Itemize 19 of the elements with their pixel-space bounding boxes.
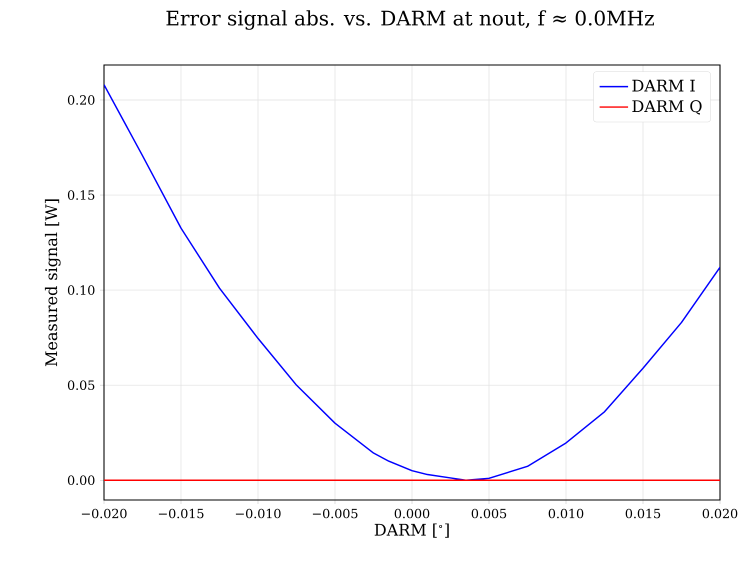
x-tick-label: 0.010 [548, 508, 584, 518]
x-tick-label: −0.010 [236, 508, 281, 518]
x-tick-label: −0.005 [312, 508, 358, 518]
y-axis-title: Measured signal [W] [44, 199, 61, 366]
y-tick-label: 0.10 [68, 285, 94, 295]
x-tick-label: 0.000 [394, 508, 430, 518]
x-tick-label: −0.020 [82, 508, 127, 518]
x-tick-label: −0.015 [158, 508, 204, 518]
y-tick-label: 0.00 [68, 475, 94, 486]
x-tick-label: 0.020 [702, 508, 738, 518]
y-tick-label: 0.20 [68, 95, 94, 105]
x-tick-label: 0.005 [472, 508, 506, 518]
legend-label: DARM I [632, 80, 695, 92]
x-axis-title: DARM [$^{∘}$] [374, 523, 449, 538]
y-tick-label: 0.15 [68, 190, 94, 200]
chart-title: Error signal abs. vs. DARM at nout, f ≈ 0.0MHz [166, 10, 654, 30]
x-tick-label: 0.015 [626, 508, 660, 518]
y-tick-label: 0.05 [68, 380, 94, 390]
legend-label: DARM Q [632, 100, 702, 115]
